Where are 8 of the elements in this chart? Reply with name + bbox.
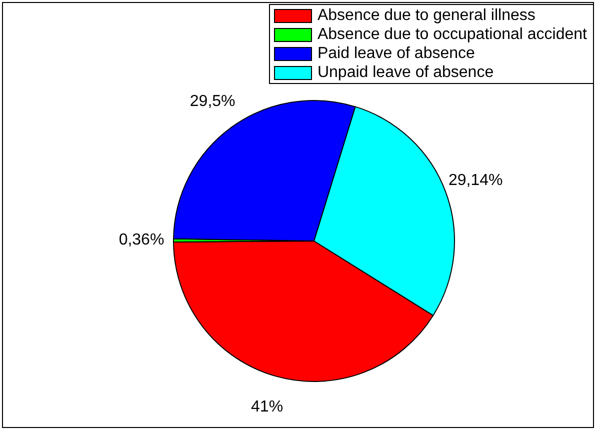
data-label: 29,14%	[448, 172, 503, 190]
data-label: 0,36%	[118, 232, 164, 249]
data-label: 29,5%	[190, 92, 236, 110]
legend-label: Absence due to general illness	[317, 6, 536, 25]
legend-label: Paid leave of absence	[317, 44, 475, 63]
legend-label: Absence due to occupational accident	[317, 25, 587, 44]
data-label: 41%	[251, 398, 284, 416]
legend-label: Unpaid leave of absence	[317, 63, 494, 82]
